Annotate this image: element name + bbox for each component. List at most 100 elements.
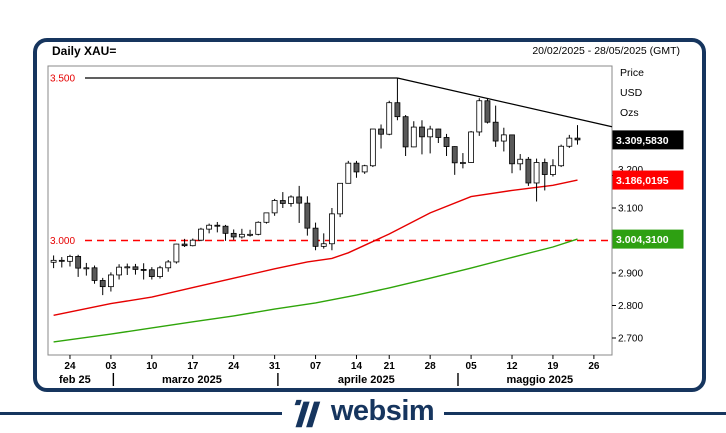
y-tick-label: 3.100: [618, 204, 643, 215]
candle-up: [410, 126, 417, 148]
candle-up: [108, 274, 114, 288]
candle-down: [484, 100, 491, 123]
x-tick-label: 05: [466, 361, 478, 372]
candle-down: [394, 102, 401, 118]
price-axis-unit: USD: [620, 87, 643, 99]
candle-down: [58, 259, 65, 262]
level-label-3000: 3.000: [50, 236, 75, 247]
candle-up: [500, 134, 507, 142]
candle-up: [116, 266, 122, 276]
price-flag-ma-green-box: [612, 229, 684, 249]
candle-down: [222, 225, 229, 234]
ma-red-line: [53, 179, 578, 316]
candle-up: [247, 233, 253, 236]
candle-down: [91, 267, 98, 281]
x-tick-label: 17: [187, 361, 199, 372]
candle-up: [320, 243, 327, 247]
price-flag-ma-red-label: 3.186,0195: [616, 175, 669, 187]
candle-down: [443, 137, 450, 147]
websim-mark-icon: [294, 399, 321, 427]
candle-down: [148, 269, 155, 277]
candle-down: [435, 128, 442, 138]
candle-up: [459, 162, 466, 164]
month-label: aprile 2025: [338, 374, 395, 386]
candle-up: [165, 261, 172, 269]
candle-down: [75, 256, 82, 269]
candle-up: [345, 162, 352, 184]
price-axis-unit: Price: [620, 67, 644, 79]
candle-up: [83, 267, 90, 270]
candle-up: [369, 128, 376, 167]
candle-up: [173, 243, 180, 263]
candle-down: [181, 243, 188, 247]
candle-down: [279, 200, 286, 204]
month-label: feb 25: [59, 374, 91, 386]
candle-up: [566, 137, 573, 147]
candle-down: [451, 146, 458, 164]
price-axis-unit: Ozs: [620, 107, 639, 119]
x-tick-label: 14: [351, 361, 363, 372]
candle-down: [353, 162, 360, 173]
month-label: marzo 2025: [162, 374, 222, 386]
candle-up: [206, 224, 213, 230]
x-tick-label: 07: [310, 361, 322, 372]
candle-up: [329, 213, 335, 245]
candle-down: [525, 158, 532, 184]
candle-down: [492, 121, 499, 142]
x-tick-label: 19: [547, 361, 559, 372]
candle-up: [468, 131, 474, 163]
candle-up: [533, 162, 540, 184]
candle-down: [574, 137, 581, 141]
price-flag-ma-red-box: [612, 170, 684, 190]
footer-rule-left: [0, 412, 282, 415]
x-tick-label: 21: [384, 361, 396, 372]
price-flag-ma-green-label: 3.004,3100: [616, 234, 669, 246]
date-range-label: 20/02/2025 - 28/05/2025 (GMT): [532, 45, 680, 57]
candle-up: [255, 221, 262, 235]
level-label-3500: 3.500: [50, 74, 75, 85]
candle-down: [99, 280, 106, 288]
candle-down: [304, 202, 311, 229]
ma-green-line: [53, 238, 578, 343]
x-tick-label: 24: [228, 361, 240, 372]
y-tick-label: 2.800: [618, 301, 643, 312]
candle-up: [427, 128, 434, 138]
candle-down: [214, 224, 221, 227]
x-tick-label: 03: [105, 361, 117, 372]
candle-down: [312, 227, 319, 247]
candle-down: [230, 232, 237, 238]
y-tick-label: 2.900: [618, 269, 643, 280]
footer-brand-logo: websim: [292, 397, 435, 430]
price-flag-last-box: [612, 130, 684, 150]
candle-up: [337, 182, 344, 215]
candle-down: [509, 134, 515, 165]
candle-down: [419, 126, 425, 138]
candle-up: [157, 267, 163, 277]
candle-down: [296, 196, 303, 204]
plot-border: [47, 65, 613, 356]
candle-up: [288, 196, 294, 204]
candle-up: [124, 266, 131, 269]
candle-up: [476, 100, 483, 133]
candle-up: [50, 259, 57, 263]
candle-down: [140, 269, 147, 271]
candle-up: [271, 200, 278, 214]
x-tick-label: 12: [506, 361, 518, 372]
candle-up: [189, 239, 196, 247]
y-tick-label: 2.700: [618, 334, 643, 345]
candle-down: [378, 128, 384, 135]
candle-up: [386, 102, 393, 135]
candle-down: [541, 162, 548, 175]
candle-up: [238, 233, 245, 238]
footer-rule-right: [444, 412, 726, 415]
chart-title: Daily XAU=: [52, 44, 117, 58]
month-label: maggio 2025: [507, 374, 574, 386]
candle-down: [402, 116, 409, 148]
candle-up: [550, 165, 556, 175]
candle-up: [198, 228, 204, 241]
footer: websim: [0, 394, 726, 433]
trendline: [397, 77, 613, 128]
x-tick-label: 24: [64, 361, 76, 372]
price-flag-last-label: 3.309,5830: [616, 135, 669, 147]
